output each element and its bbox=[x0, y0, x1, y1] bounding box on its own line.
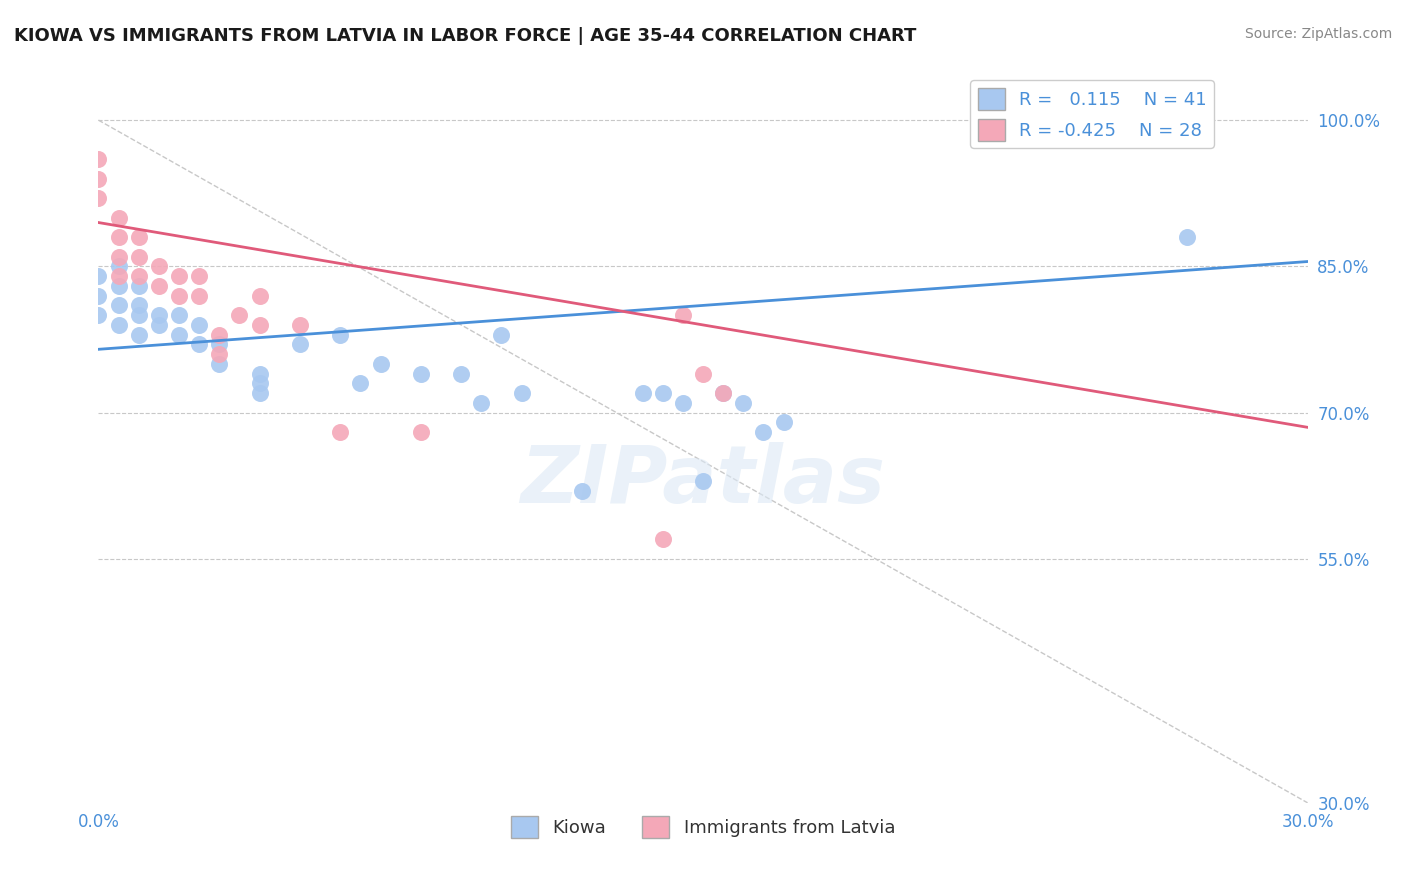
Point bbox=[752, 425, 775, 440]
Point bbox=[128, 298, 150, 312]
Point bbox=[249, 386, 271, 401]
Point bbox=[148, 260, 170, 274]
Point bbox=[329, 425, 352, 440]
Point bbox=[672, 308, 695, 322]
Point bbox=[87, 288, 110, 302]
Point bbox=[571, 483, 593, 498]
Point bbox=[370, 357, 392, 371]
Point bbox=[128, 269, 150, 284]
Point bbox=[228, 308, 250, 322]
Point bbox=[167, 327, 190, 342]
Point bbox=[208, 347, 231, 361]
Point bbox=[87, 152, 110, 166]
Point bbox=[631, 386, 654, 401]
Point bbox=[288, 337, 311, 351]
Point bbox=[651, 386, 673, 401]
Point bbox=[672, 396, 695, 410]
Point bbox=[188, 288, 211, 302]
Point bbox=[148, 308, 170, 322]
Point bbox=[128, 279, 150, 293]
Point bbox=[208, 327, 231, 342]
Point bbox=[733, 396, 755, 410]
Point bbox=[87, 171, 110, 186]
Point bbox=[87, 308, 110, 322]
Point bbox=[167, 308, 190, 322]
Point bbox=[249, 318, 271, 332]
Point bbox=[692, 367, 714, 381]
Point bbox=[107, 298, 129, 312]
Point bbox=[288, 318, 311, 332]
Point bbox=[1175, 230, 1198, 244]
Text: Source: ZipAtlas.com: Source: ZipAtlas.com bbox=[1244, 27, 1392, 41]
Point bbox=[87, 269, 110, 284]
Point bbox=[128, 308, 150, 322]
Point bbox=[148, 318, 170, 332]
Point bbox=[692, 474, 714, 488]
Point bbox=[208, 357, 231, 371]
Point bbox=[329, 327, 352, 342]
Point bbox=[711, 386, 734, 401]
Point bbox=[167, 269, 190, 284]
Legend: Kiowa, Immigrants from Latvia: Kiowa, Immigrants from Latvia bbox=[503, 808, 903, 845]
Point bbox=[128, 250, 150, 264]
Point bbox=[107, 211, 129, 225]
Point bbox=[651, 533, 673, 547]
Point bbox=[249, 376, 271, 391]
Point bbox=[249, 288, 271, 302]
Text: ZIPatlas: ZIPatlas bbox=[520, 442, 886, 520]
Point bbox=[107, 269, 129, 284]
Point bbox=[188, 318, 211, 332]
Point bbox=[249, 367, 271, 381]
Point bbox=[107, 318, 129, 332]
Point bbox=[711, 386, 734, 401]
Point bbox=[450, 367, 472, 381]
Point bbox=[87, 191, 110, 205]
Point bbox=[128, 327, 150, 342]
Point bbox=[409, 425, 432, 440]
Point bbox=[349, 376, 371, 391]
Point bbox=[107, 279, 129, 293]
Point bbox=[208, 337, 231, 351]
Point bbox=[188, 269, 211, 284]
Point bbox=[107, 230, 129, 244]
Point bbox=[470, 396, 492, 410]
Point bbox=[188, 337, 211, 351]
Text: KIOWA VS IMMIGRANTS FROM LATVIA IN LABOR FORCE | AGE 35-44 CORRELATION CHART: KIOWA VS IMMIGRANTS FROM LATVIA IN LABOR… bbox=[14, 27, 917, 45]
Point bbox=[148, 279, 170, 293]
Point bbox=[772, 416, 794, 430]
Point bbox=[167, 288, 190, 302]
Point bbox=[409, 367, 432, 381]
Point bbox=[491, 327, 513, 342]
Point bbox=[510, 386, 533, 401]
Point bbox=[107, 250, 129, 264]
Point bbox=[128, 230, 150, 244]
Point bbox=[107, 260, 129, 274]
